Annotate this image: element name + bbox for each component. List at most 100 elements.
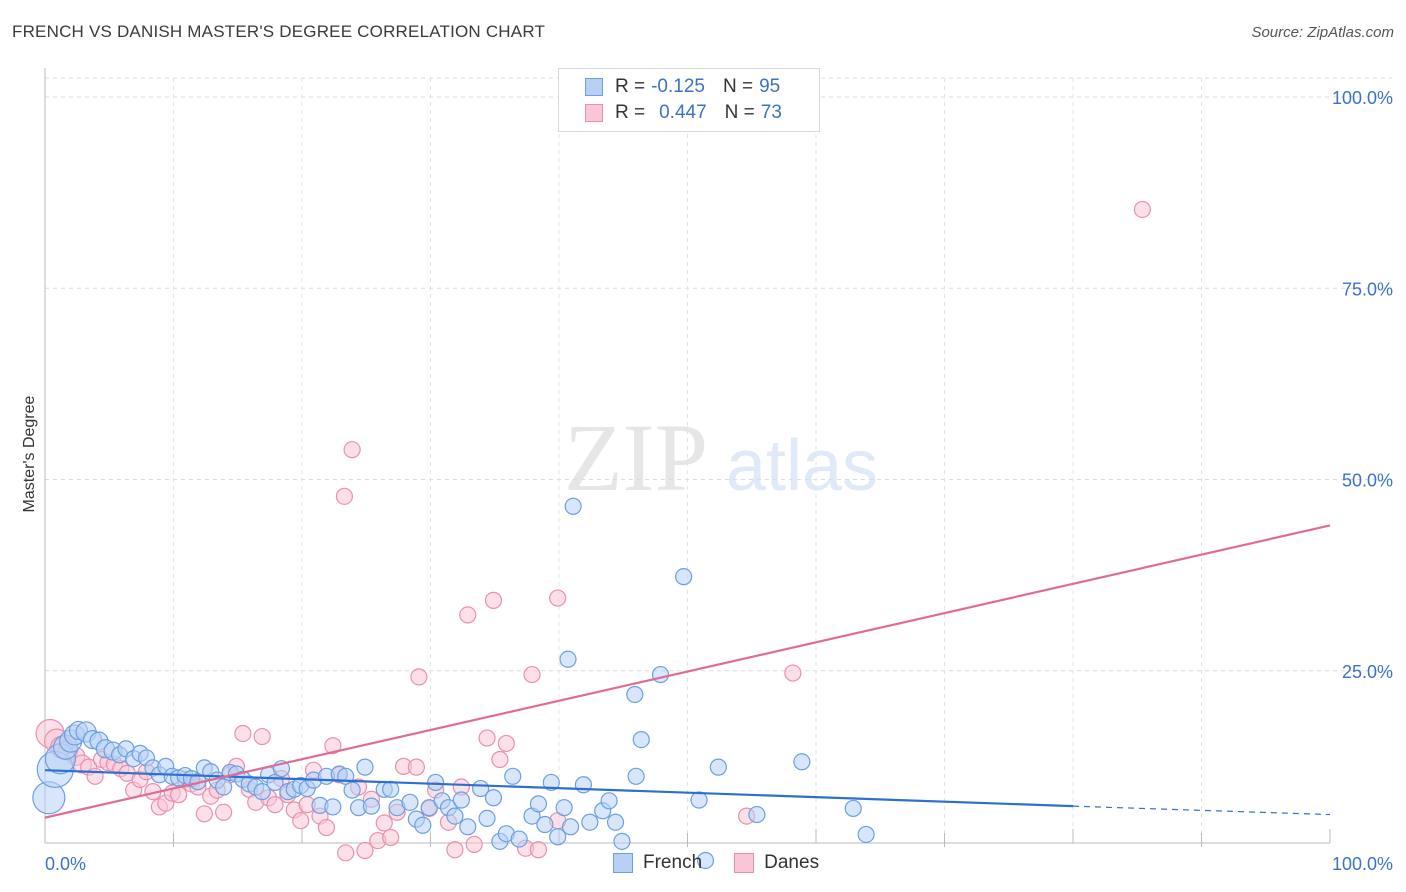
legend-swatch-danes <box>585 104 603 122</box>
point-french <box>427 773 445 792</box>
point-french <box>362 797 380 815</box>
legend-r-label-danes: R = <box>615 102 646 123</box>
point-danes <box>784 664 802 682</box>
point-french <box>459 818 477 836</box>
point-french <box>215 778 233 796</box>
legend-r-value-french: -0.125 <box>651 76 705 97</box>
point-danes <box>234 724 252 743</box>
point-danes <box>324 737 342 755</box>
point-french <box>709 758 727 776</box>
point-french <box>356 758 374 776</box>
point-danes <box>1133 200 1151 219</box>
point-danes <box>478 729 496 747</box>
point-french <box>696 851 715 870</box>
point-danes <box>523 665 541 684</box>
point-danes <box>337 844 355 862</box>
point-danes <box>465 835 483 854</box>
point-french <box>324 798 342 816</box>
trendline-french <box>44 769 1074 808</box>
legend-n-label-french: N = <box>722 76 754 97</box>
watermark-atlas: atlas <box>726 426 878 506</box>
point-french <box>484 789 503 807</box>
point-danes <box>375 814 393 832</box>
point-danes <box>407 758 425 776</box>
legend-row-french: R = -0.125 N = 95 <box>585 74 780 100</box>
point-french <box>510 830 528 848</box>
point-french <box>446 807 464 825</box>
legend-swatch-french-bottom <box>613 853 633 873</box>
point-french <box>536 815 554 834</box>
point-danes <box>410 668 428 686</box>
point-french <box>529 795 548 813</box>
x-tick-label-1: 100.0% <box>1332 854 1393 874</box>
y-tick-label-1: 50.0% <box>1342 471 1393 491</box>
legend-label-french: French <box>643 852 703 873</box>
point-danes <box>484 591 503 609</box>
point-danes <box>253 727 271 746</box>
point-french <box>600 792 618 810</box>
point-french <box>452 791 470 809</box>
legend-item-french[interactable]: French <box>613 852 702 874</box>
point-french <box>748 805 766 824</box>
point-danes <box>343 441 361 459</box>
point-french <box>857 825 875 844</box>
point-danes <box>195 805 213 823</box>
point-french <box>478 809 496 827</box>
legend-swatch-french <box>585 78 603 96</box>
legend-n-value-french: 95 <box>759 76 781 97</box>
point-french <box>581 813 599 831</box>
point-french <box>414 816 432 834</box>
trendline-danes <box>44 524 1331 819</box>
point-danes <box>491 750 509 769</box>
point-danes <box>292 812 310 830</box>
point-french <box>574 776 593 794</box>
point-french <box>651 665 670 684</box>
point-french <box>627 767 645 785</box>
legend-n-value-danes: 73 <box>760 102 782 123</box>
point-french <box>564 497 582 515</box>
legend-r-label-french: R = <box>615 76 646 97</box>
point-danes <box>459 606 477 624</box>
chart-title: FRENCH VS DANISH MASTER'S DEGREE CORRELA… <box>12 22 546 41</box>
point-french <box>549 828 567 846</box>
point-french <box>542 773 560 792</box>
point-french <box>613 832 631 850</box>
point-french <box>690 791 708 809</box>
point-danes <box>497 734 515 753</box>
point-french <box>343 781 361 799</box>
point-french <box>401 793 419 811</box>
point-danes <box>317 818 336 837</box>
point-danes <box>446 841 464 859</box>
x-tick-label-0: 0.0% <box>45 854 86 874</box>
legend-n-label-danes: N = <box>724 102 755 123</box>
point-danes <box>215 803 233 821</box>
legend-r-value-danes: 0.447 <box>659 102 707 123</box>
watermark-zip: ZIP <box>564 404 708 511</box>
point-french <box>793 753 811 771</box>
point-danes <box>356 841 374 860</box>
point-french <box>844 799 862 818</box>
y-tick-label-2: 75.0% <box>1342 279 1393 299</box>
point-danes <box>549 589 567 607</box>
point-french <box>504 767 522 785</box>
point-french <box>626 685 644 704</box>
y-tick-label-3: 100.0% <box>1332 88 1393 108</box>
legend-swatch-danes-bottom <box>734 853 755 873</box>
point-french <box>555 799 573 817</box>
legend-row-danes: R = 0.447 N = 73 <box>585 100 782 126</box>
stats-legend: R = -0.125 N = 95 R = 0.447 N = 73 <box>558 68 820 132</box>
source-label: Source: ZipAtlas.com <box>1251 24 1394 41</box>
y-tick-label-0: 25.0% <box>1342 662 1393 682</box>
point-french <box>253 783 271 801</box>
point-french <box>632 730 650 749</box>
series-legend: French Danes <box>613 852 851 874</box>
point-french <box>675 568 693 586</box>
legend-label-danes: Danes <box>764 852 820 873</box>
point-french <box>561 818 580 836</box>
legend-item-danes[interactable]: Danes <box>734 852 819 874</box>
point-danes <box>382 828 400 847</box>
point-danes <box>529 841 548 859</box>
point-danes <box>266 796 284 814</box>
point-french <box>559 650 577 668</box>
